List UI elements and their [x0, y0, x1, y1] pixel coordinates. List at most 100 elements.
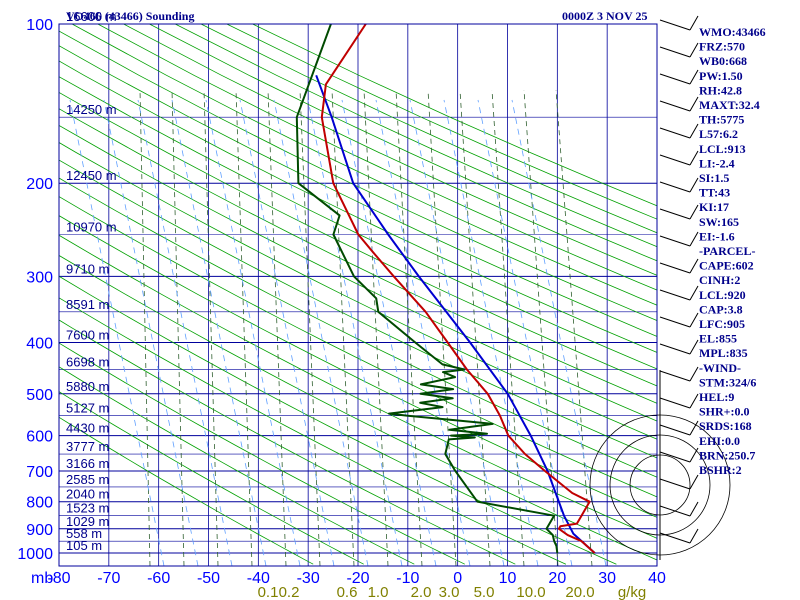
- wind-barb: [659, 370, 691, 382]
- stability-index: TT:43: [699, 186, 730, 200]
- stability-index: BSHR:2: [699, 463, 742, 477]
- wind-barb-flag: [689, 312, 699, 328]
- chart-grid: [59, 24, 657, 566]
- dry-adiabat: [97, 24, 657, 291]
- wind-barb-flag: [689, 123, 699, 139]
- wind-barb: [659, 316, 691, 328]
- dry-adiabat: [59, 234, 657, 539]
- wind-barb-flag: [689, 420, 699, 436]
- temperature-tick-label: -70: [97, 570, 120, 587]
- stability-index: -WIND-: [699, 361, 741, 375]
- stability-index: -PARCEL-: [699, 244, 755, 258]
- dry-adiabat: [59, 366, 415, 565]
- wind-barb: [659, 262, 691, 274]
- dry-adiabat: [59, 196, 657, 498]
- wind-barb: [659, 100, 691, 112]
- wind-barb: [659, 154, 691, 166]
- plot-frame: [58, 23, 658, 567]
- wind-barb: [659, 181, 691, 193]
- wind-barb: [659, 451, 691, 463]
- wind-barb-flag: [689, 96, 699, 112]
- wind-barb-flag: [689, 204, 699, 220]
- dry-adiabat: [59, 108, 657, 404]
- sounding-datetime: 0000Z 3 NOV 25: [562, 9, 647, 23]
- height-label: 6698 m: [66, 355, 109, 370]
- temperature-tick-label: -40: [247, 570, 270, 587]
- temperature-tick-label: 40: [648, 570, 666, 587]
- wind-barb-flag: [689, 447, 699, 463]
- wind-barb: [659, 424, 691, 436]
- height-label: 5880 m: [66, 379, 109, 394]
- dry-adiabat: [123, 24, 657, 276]
- pressure-tick-label: 500: [26, 387, 53, 404]
- temperature-tick-label: -50: [197, 570, 220, 587]
- wind-barb: [659, 343, 691, 355]
- pressure-tick-label: 100: [26, 17, 53, 34]
- dry-adiabat: [59, 297, 567, 565]
- stability-index: L57:6.2: [699, 127, 738, 141]
- mixing-ratio-label: 20.0: [565, 584, 594, 600]
- stability-index: TH:5775: [699, 113, 744, 127]
- mixing-ratio-label: g/kg: [618, 584, 646, 600]
- mixing-ratio-label: 0.2: [279, 584, 300, 600]
- stability-index: CINH:2: [699, 273, 740, 287]
- stability-indices: WMO:43466FRZ:570WB0:668PW:1.50RH:42.8MAX…: [699, 25, 766, 477]
- dry-adiabat: [59, 30, 657, 322]
- height-label: 558 m: [66, 526, 102, 541]
- stability-index: LFC:905: [699, 317, 745, 331]
- temperature-tick-label: -30: [297, 570, 320, 587]
- wind-barb: [659, 73, 691, 85]
- stability-index: CAPE:602: [699, 259, 754, 273]
- mixing-ratio-line: [477, 99, 573, 566]
- sounding-profiles: [295, 24, 596, 554]
- dry-adiabat: [59, 215, 657, 518]
- wind-barb-flag: [689, 15, 699, 31]
- dry-adiabat: [59, 391, 364, 565]
- wind-barb-flag: [689, 285, 699, 301]
- wind-barb: [659, 127, 691, 139]
- dry-adiabat: [59, 159, 657, 459]
- stability-index: EL:855: [699, 332, 737, 346]
- height-label: 5127 m: [66, 401, 109, 416]
- pressure-tick-label: 600: [26, 429, 53, 446]
- wind-barb-flag: [689, 474, 699, 490]
- moist-adiabat: [395, 89, 423, 566]
- moist-adiabat: [267, 89, 287, 566]
- mixing-ratio-line: [341, 99, 437, 566]
- wind-barb-flag: [689, 150, 699, 166]
- stability-index: KI:17: [699, 200, 729, 214]
- wind-barb-flag: [689, 528, 699, 544]
- stability-index: SI:1.5: [699, 171, 729, 185]
- mixing-ratio-label: 0.6: [337, 584, 358, 600]
- mixing-ratio-line: [171, 99, 267, 566]
- stability-index: FRZ:570: [699, 40, 745, 54]
- moist-adiabat: [427, 89, 457, 566]
- temperature-axis-labels: -80 -70 -60 -50 -40 -30 -20 -10 0 10 20 30 40: [47, 570, 666, 587]
- height-label: 7600 m: [66, 327, 109, 342]
- temperature-line: [320, 24, 596, 554]
- temperature-tick-label: -80: [47, 570, 70, 587]
- temperature-tick-label: -10: [396, 570, 419, 587]
- temperature-tick-label: 30: [598, 570, 616, 587]
- mixing-ratio-label: 2.0: [411, 584, 432, 600]
- wind-barb-flag: [689, 231, 699, 247]
- wind-barb: [659, 235, 691, 247]
- stability-index: MAXT:32.4: [699, 98, 760, 112]
- mixing-ratio-line: [69, 99, 165, 566]
- stability-index: EHI:0.0: [699, 434, 740, 448]
- pressure-tick-label: 900: [26, 522, 53, 539]
- dry-adiabat: [59, 91, 657, 387]
- wind-barb: [659, 46, 691, 58]
- stability-index: WMO:43466: [699, 25, 766, 39]
- dry-adiabat: [59, 177, 657, 478]
- dry-adiabat: [59, 342, 465, 565]
- stability-index: RH:42.8: [699, 83, 742, 97]
- temperature-tick-label: -60: [147, 570, 170, 587]
- height-label: 9710 m: [66, 261, 109, 276]
- height-label: 2585 m: [66, 472, 109, 487]
- dry-adiabat: [71, 24, 657, 306]
- height-label: 3777 m: [66, 439, 109, 454]
- mixing-ratio-line: [443, 99, 539, 566]
- stability-index: MPL:835: [699, 346, 748, 360]
- dry-adiabat: [59, 275, 617, 565]
